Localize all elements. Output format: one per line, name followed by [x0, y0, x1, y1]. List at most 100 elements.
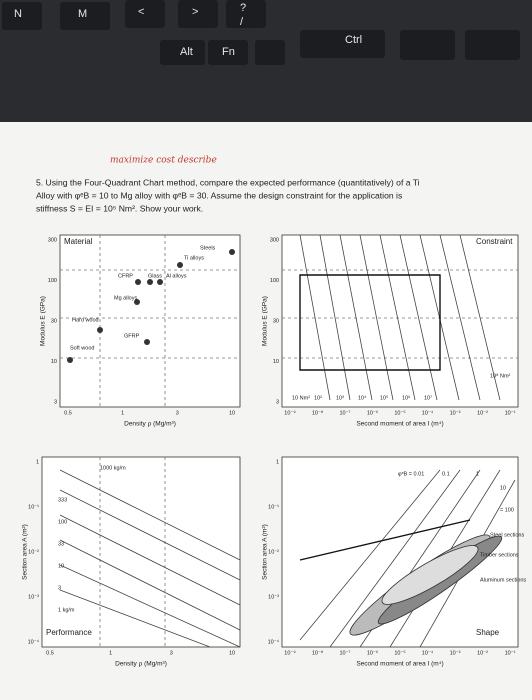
x-tick-label: 10⁻⁸	[312, 649, 323, 656]
x-tick-label: 10⁻⁵	[394, 649, 405, 656]
material-label: Hard wood	[72, 317, 99, 323]
y-tick-label: 100	[270, 278, 279, 284]
handwriting: maximize cost describe	[110, 156, 217, 166]
material-points	[67, 249, 235, 363]
material-label: Glass	[148, 273, 162, 279]
contour-label: 333	[58, 497, 67, 503]
x-axis-label: Second moment of area I (m⁴)	[356, 421, 443, 428]
x-tick-label: 3	[176, 410, 179, 416]
region-label: Timber sections	[480, 552, 519, 558]
x-tick-label: 3	[170, 650, 173, 656]
question-text: 5. Using the Four-Quadrant Chart method,…	[36, 177, 420, 187]
x-axis-label: Second moment of area I (m⁴)	[356, 661, 443, 668]
contour-label: 100	[58, 519, 67, 525]
x-axis-label: Density ρ (Mg/m³)	[115, 661, 167, 668]
y-tick-label: 10	[51, 359, 57, 365]
x-tick-label: 0.5	[46, 650, 54, 656]
y-axis-label: Modulus E (GPa)	[262, 296, 269, 346]
y-tick-label: 1	[276, 459, 279, 465]
y-tick-label: 1	[36, 459, 39, 465]
material-label: GFRP	[124, 333, 140, 339]
contour-label: 10³	[336, 395, 344, 401]
x-tick-label: 10⁻⁹	[284, 409, 295, 416]
x-tick-label: 10⁻⁴	[422, 649, 434, 656]
x-tick-label: 0.5	[64, 410, 72, 416]
x-tick-label: 10⁻⁶	[367, 409, 378, 416]
y-tick-label: 30	[273, 318, 279, 324]
contour-label: 1 kg/m	[58, 607, 75, 613]
key-label: Alt	[180, 46, 193, 58]
x-tick-label: 10⁻¹	[505, 650, 516, 656]
contour-label: 10⁶	[402, 394, 410, 401]
key-row	[2, 0, 520, 65]
material-label: Al alloys	[166, 273, 187, 279]
x-tick-label: 1	[121, 410, 124, 416]
material-label: Mg alloys	[114, 295, 137, 301]
region-label: Steel sections	[490, 532, 524, 538]
x-tick-label: 10⁻⁴	[422, 409, 434, 416]
y-tick-label: 100	[48, 278, 57, 284]
x-tick-label: 10⁻⁹	[284, 649, 295, 656]
key-label: /	[240, 16, 244, 28]
y-axis-label: Section area A (m²)	[22, 524, 29, 580]
x-tick-label: 10⁻⁸	[312, 409, 323, 416]
y-tick-label: 10⁻⁴	[28, 638, 40, 645]
key-label: >	[192, 6, 198, 18]
x-tick-label: 10⁻¹	[505, 410, 516, 416]
x-tick-label: 10⁻⁷	[339, 409, 350, 416]
contour-label: 33	[58, 541, 64, 547]
contour-label: 1000 kg/m	[100, 465, 126, 471]
y-tick-label: 10⁻¹	[28, 504, 39, 510]
contour-label: 3	[58, 585, 61, 591]
key-label: N	[14, 8, 22, 20]
contour-label: 10⁸ Nm²	[490, 372, 511, 379]
contour-label: 10	[500, 485, 506, 491]
panel-label: Performance	[46, 628, 92, 637]
y-axis-label: Modulus E (GPa)	[40, 296, 47, 346]
y-tick-label: 10⁻³	[28, 594, 39, 600]
key-label: M	[78, 8, 87, 20]
panel-label: Material	[64, 237, 93, 246]
y-tick-label: 3	[54, 399, 57, 405]
material-label: Ti alloys	[184, 255, 204, 261]
y-tick-label: 10	[273, 359, 279, 365]
y-tick-label: 3	[276, 399, 279, 405]
y-axis-label: Section area A (m²)	[262, 524, 269, 580]
question-text: stiffness S = EI = 10⁵ Nm². Show your wo…	[36, 203, 203, 213]
y-tick-label: 30	[51, 318, 57, 324]
x-tick-label: 10⁻⁶	[367, 649, 378, 656]
contour-label: 10 Nm²	[292, 395, 310, 401]
x-tick-label: 1	[109, 650, 112, 656]
x-tick-label: 10⁻³	[450, 410, 461, 416]
x-tick-label: 10⁻⁵	[394, 409, 405, 416]
x-tick-label: 10	[229, 410, 235, 416]
panel-label: Constraint	[476, 237, 513, 246]
y-tick-label: 10⁻²	[268, 549, 279, 555]
key-label: Ctrl	[345, 34, 362, 46]
material-label: Soft wood	[70, 345, 94, 351]
charts	[41, 234, 519, 648]
contour-label: 10⁴	[358, 394, 367, 401]
x-tick-label: 10⁻³	[450, 650, 461, 656]
x-axis-label: Density ρ (Mg/m³)	[124, 421, 176, 428]
y-tick-label: 10⁻⁴	[268, 638, 280, 645]
contour-label: φᵉB = 0.01	[398, 471, 424, 477]
contour-label: 10	[58, 563, 64, 569]
y-tick-label: 300	[48, 237, 57, 243]
y-tick-label: 10⁻²	[28, 549, 39, 555]
contour-label: 0.1	[442, 471, 450, 477]
y-tick-label: 300	[270, 237, 279, 243]
y-tick-label: 10⁻¹	[268, 504, 279, 510]
region-label: Aluminum sections	[480, 577, 526, 583]
y-tick-label: 10⁻³	[268, 594, 279, 600]
contour-label: 1	[476, 471, 479, 477]
key-label: Fn	[222, 46, 235, 58]
contour-label: 10⁵	[380, 394, 388, 401]
key-label: ?	[240, 2, 246, 14]
x-tick-label: 10⁻⁷	[339, 649, 350, 656]
x-tick-label: 10⁻²	[477, 410, 488, 416]
contour-label: 10²	[314, 395, 322, 401]
contour-label: 10⁷	[424, 394, 432, 401]
panel-label: Shape	[476, 628, 500, 637]
